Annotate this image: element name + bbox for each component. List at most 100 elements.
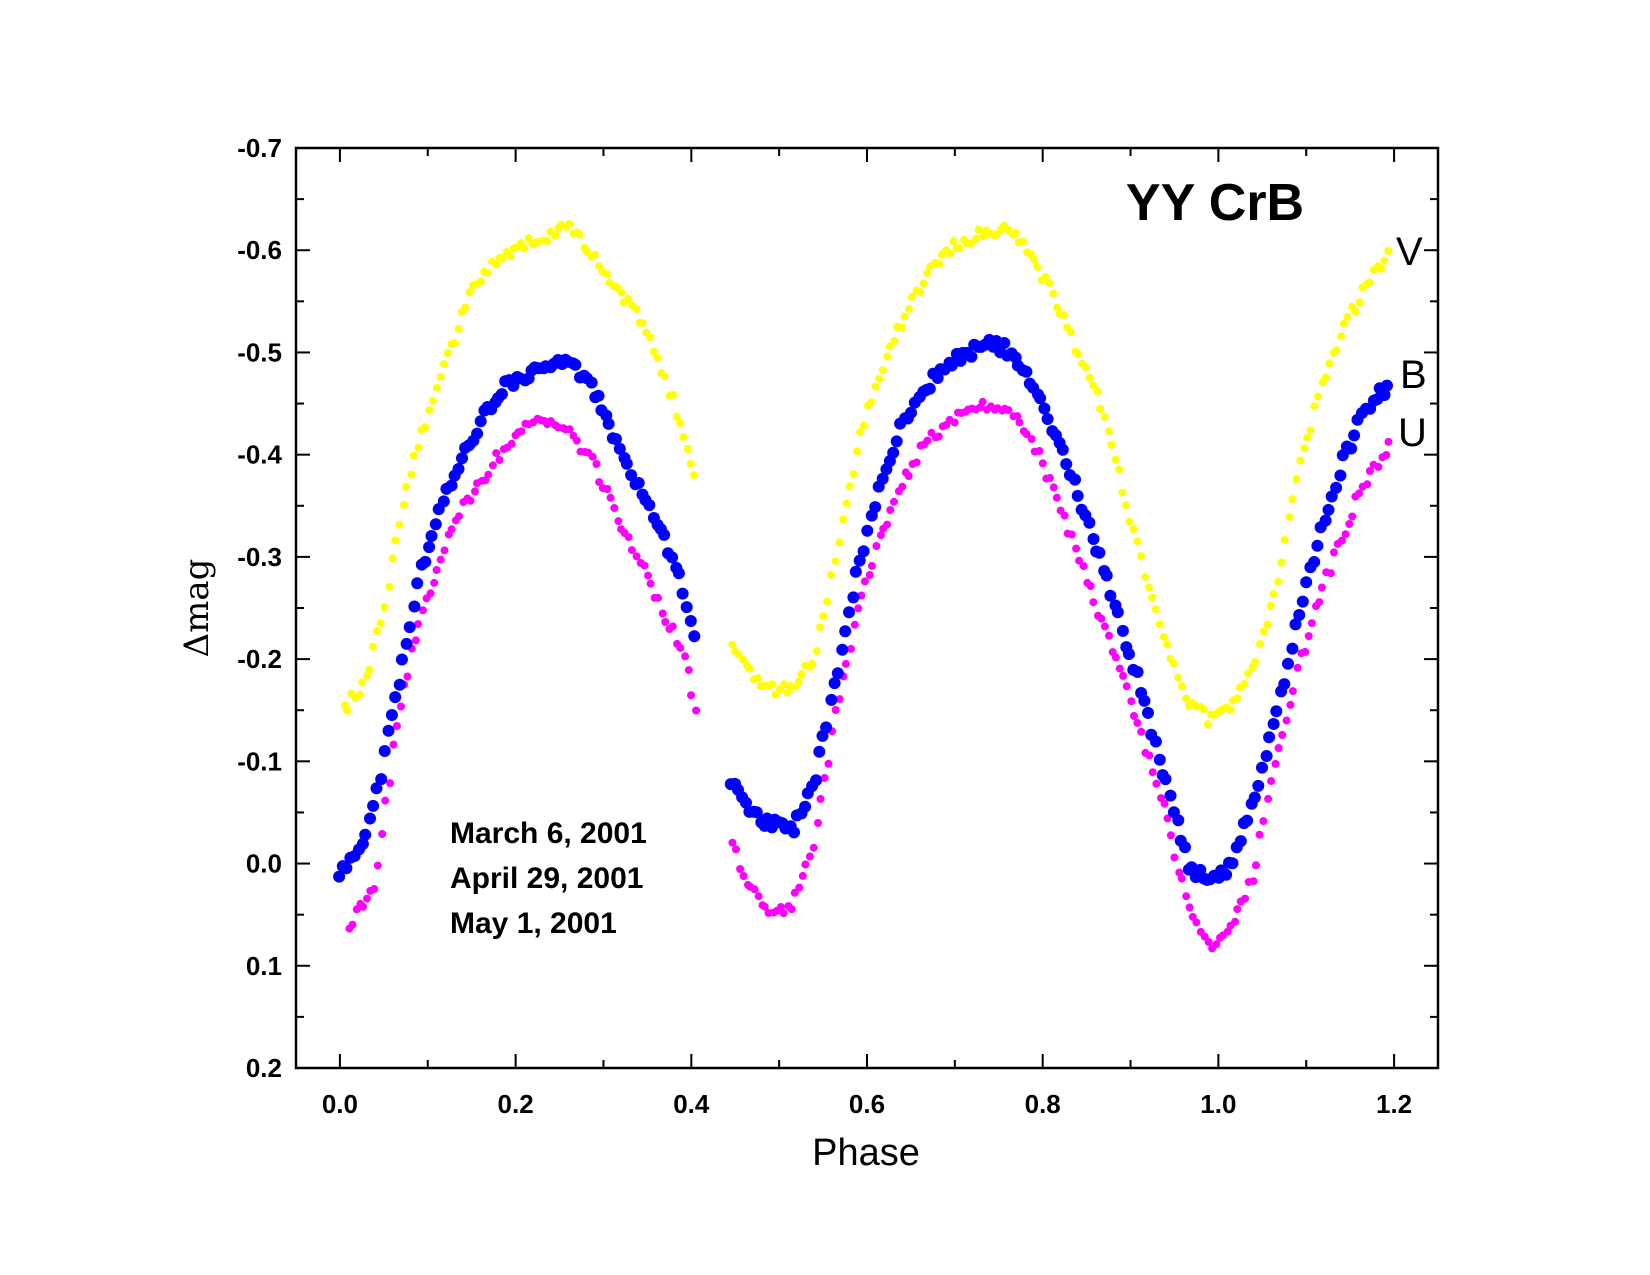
data-point bbox=[916, 288, 925, 297]
data-point bbox=[860, 577, 869, 586]
data-point bbox=[1263, 731, 1276, 744]
data-point bbox=[1159, 773, 1172, 786]
data-point bbox=[1384, 437, 1393, 446]
data-point bbox=[845, 482, 854, 491]
data-point bbox=[1053, 303, 1062, 312]
data-point bbox=[1271, 759, 1280, 768]
data-point bbox=[1263, 620, 1272, 629]
data-point bbox=[814, 819, 822, 827]
data-point bbox=[1038, 402, 1051, 415]
data-point bbox=[1022, 430, 1031, 439]
data-point bbox=[1060, 458, 1073, 471]
data-point bbox=[740, 796, 752, 809]
data-point bbox=[572, 436, 581, 445]
data-point bbox=[1116, 624, 1129, 637]
data-point bbox=[900, 312, 909, 321]
data-point bbox=[588, 452, 597, 461]
data-point bbox=[1223, 927, 1232, 936]
data-point bbox=[443, 348, 452, 357]
data-point bbox=[1033, 262, 1042, 271]
data-point bbox=[1300, 444, 1309, 453]
series-u-points bbox=[345, 397, 1393, 953]
data-point bbox=[912, 458, 921, 467]
data-point bbox=[609, 433, 622, 445]
data-point bbox=[865, 571, 874, 579]
data-point bbox=[690, 471, 698, 480]
data-point bbox=[1234, 835, 1247, 848]
data-point bbox=[998, 337, 1011, 349]
data-point bbox=[1256, 761, 1268, 774]
annotation-date-1: March 6, 2001 bbox=[450, 817, 647, 850]
data-point bbox=[672, 412, 681, 421]
data-point bbox=[876, 472, 889, 485]
data-point bbox=[883, 520, 892, 529]
data-point bbox=[432, 383, 441, 392]
data-point bbox=[1159, 632, 1168, 641]
data-point bbox=[808, 660, 817, 668]
data-point bbox=[949, 237, 958, 246]
data-point bbox=[885, 342, 894, 351]
data-point bbox=[872, 542, 881, 550]
data-point bbox=[799, 800, 812, 813]
data-point bbox=[1148, 768, 1157, 777]
series-label-b: B bbox=[1400, 353, 1427, 397]
data-point bbox=[813, 745, 826, 758]
data-point bbox=[1345, 520, 1354, 528]
data-point bbox=[1067, 530, 1076, 539]
data-point bbox=[1274, 744, 1283, 752]
data-point bbox=[358, 678, 367, 687]
data-point bbox=[1072, 544, 1081, 553]
data-point bbox=[1363, 480, 1372, 489]
data-point bbox=[454, 324, 463, 333]
data-point bbox=[728, 838, 737, 847]
data-point bbox=[1345, 442, 1358, 455]
data-point bbox=[1125, 517, 1134, 526]
data-point bbox=[644, 571, 653, 580]
data-point bbox=[1045, 474, 1054, 482]
data-point bbox=[1267, 718, 1280, 730]
data-point bbox=[1145, 751, 1154, 760]
data-point bbox=[382, 724, 395, 737]
data-point bbox=[1105, 631, 1113, 640]
data-point bbox=[419, 555, 432, 568]
data-point bbox=[1251, 658, 1259, 666]
data-point bbox=[676, 587, 689, 600]
y-tick-label: -0.5 bbox=[237, 337, 282, 367]
data-point bbox=[373, 861, 382, 870]
data-point bbox=[386, 779, 395, 788]
data-point bbox=[1182, 694, 1190, 703]
data-point bbox=[750, 885, 759, 894]
data-point bbox=[1119, 671, 1128, 680]
data-point bbox=[1231, 917, 1240, 926]
data-point bbox=[1148, 593, 1157, 602]
data-point bbox=[425, 406, 434, 415]
data-point bbox=[1365, 278, 1374, 287]
data-point bbox=[666, 551, 679, 564]
data-point bbox=[1269, 590, 1278, 599]
data-point bbox=[1304, 632, 1313, 641]
data-point bbox=[603, 485, 612, 493]
data-point bbox=[1138, 694, 1151, 707]
data-point bbox=[333, 870, 346, 883]
data-point bbox=[389, 740, 398, 749]
data-point bbox=[646, 333, 655, 342]
data-point bbox=[826, 570, 835, 579]
data-point bbox=[890, 435, 903, 448]
y-tick-label: 0.1 bbox=[246, 951, 282, 981]
data-point bbox=[680, 601, 693, 614]
data-point bbox=[898, 482, 907, 491]
data-point bbox=[1177, 682, 1186, 691]
data-point bbox=[356, 837, 369, 850]
data-point bbox=[1073, 349, 1082, 358]
data-point bbox=[692, 706, 701, 715]
data-point bbox=[1300, 576, 1313, 589]
data-point bbox=[610, 504, 619, 512]
data-point bbox=[653, 353, 662, 362]
data-point bbox=[1322, 503, 1335, 516]
data-point bbox=[1170, 853, 1179, 862]
data-point bbox=[1085, 373, 1094, 382]
data-point bbox=[1011, 228, 1020, 237]
data-point bbox=[613, 442, 626, 455]
data-point bbox=[1377, 264, 1386, 273]
